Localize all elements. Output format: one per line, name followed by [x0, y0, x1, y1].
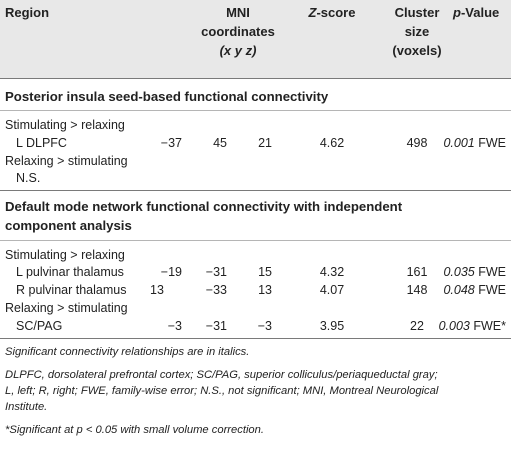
section-rule	[0, 240, 511, 241]
table-cell-x: −19	[160, 265, 182, 279]
table-cell-zscore: 3.95	[319, 319, 345, 333]
header-cluster-line3: (voxels)	[392, 43, 442, 58]
header-zscore: Z-score	[308, 5, 356, 20]
table-cell-x: −37	[160, 136, 182, 150]
footnote-abbreviations-line1: DLPFC, dorsolateral prefrontal cortex; S…	[5, 369, 438, 381]
contrast-label: Stimulating > relaxing	[5, 118, 125, 132]
table-cell-y: −31	[205, 265, 227, 279]
section-title-dmn-line2: component analysis	[5, 218, 132, 233]
header-region: Region	[5, 5, 50, 20]
table-cell-y: 45	[213, 136, 227, 150]
table-row-region: L DLPFC	[16, 136, 67, 150]
section-title-dmn-line1: Default mode network functional connecti…	[5, 199, 403, 214]
header-mni-line3: (x y z)	[219, 43, 257, 58]
footnote-abbreviations-line2: L, left; R, right; FWE, family-wise erro…	[5, 385, 439, 397]
table-cell-cluster: 161	[406, 265, 428, 279]
table-row-region: N.S.	[16, 171, 41, 185]
table-row-region: SC/PAG	[16, 319, 63, 333]
table-cell-pvalue: 0.048 FWE	[443, 283, 506, 297]
table-cell-pvalue: 0.001 FWE	[443, 136, 506, 150]
table-row-region: R pulvinar thalamus	[16, 283, 127, 297]
contrast-label: Relaxing > stimulating	[5, 154, 128, 168]
header-pvalue: p-Value	[453, 5, 500, 20]
table-cell-zscore: 4.32	[319, 265, 345, 279]
table-header	[0, 0, 511, 78]
header-cluster-line1: Cluster	[394, 5, 440, 20]
table-cell-z: −3	[257, 319, 272, 333]
table-cell-zscore: 4.07	[319, 283, 345, 297]
table-cell-y: −31	[205, 319, 227, 333]
header-mni-line2: coordinates	[201, 24, 275, 39]
table-cell-cluster: 498	[406, 136, 428, 150]
table-cell-cluster: 22	[410, 319, 424, 333]
table-cell-pvalue: 0.003 FWE*	[438, 319, 506, 333]
header-mni-line1: MNI	[226, 5, 250, 20]
section-rule	[0, 110, 511, 111]
footnote-abbreviations-line3: Institute.	[5, 401, 48, 413]
section-title-insula: Posterior insula seed-based functional c…	[5, 89, 329, 104]
table-cell-x: 13	[150, 283, 164, 297]
table-cell-z: 21	[258, 136, 272, 150]
table-cell-zscore: 4.62	[319, 136, 345, 150]
table-row-region: L pulvinar thalamus	[16, 265, 124, 279]
table-cell-z: 15	[258, 265, 272, 279]
section-divider	[0, 190, 511, 191]
table-cell-y: −33	[205, 283, 227, 297]
header-rule	[0, 78, 511, 79]
footnote-significance: *Significant at p < 0.05 with small volu…	[5, 424, 264, 436]
footnote-italics: Significant connectivity relationships a…	[5, 346, 250, 358]
table-cell-pvalue: 0.035 FWE	[443, 265, 506, 279]
table-bottom-rule	[0, 338, 511, 339]
table-cell-z: 13	[258, 283, 272, 297]
contrast-label: Stimulating > relaxing	[5, 248, 125, 262]
header-cluster-line2: size	[404, 24, 430, 39]
contrast-label: Relaxing > stimulating	[5, 301, 128, 315]
table-cell-cluster: 148	[406, 283, 428, 297]
table-cell-x: −3	[167, 319, 182, 333]
